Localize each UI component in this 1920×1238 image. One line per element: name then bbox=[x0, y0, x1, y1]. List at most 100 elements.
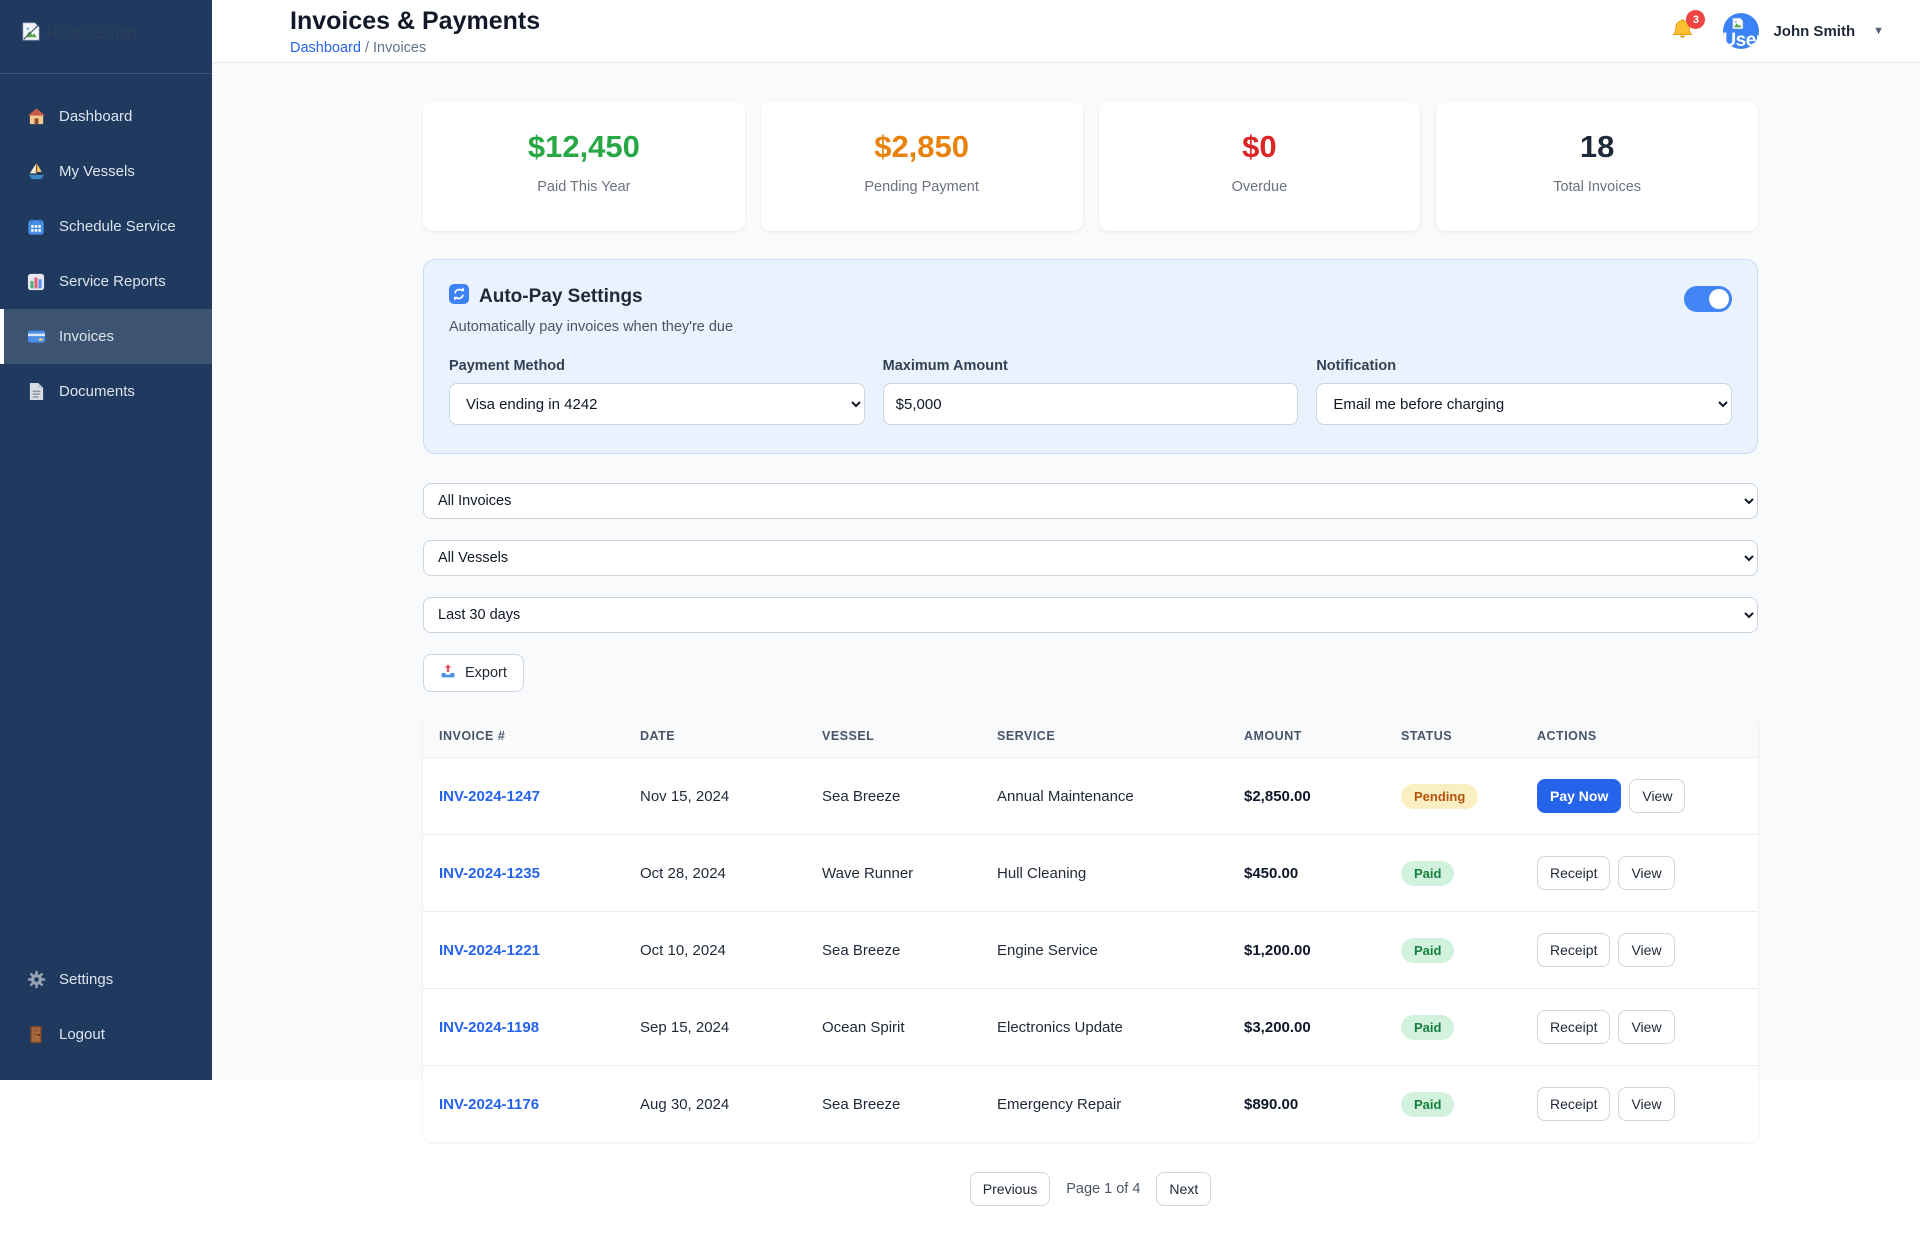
chevron-down-icon[interactable]: ▼ bbox=[1873, 25, 1884, 37]
sidebar-item-documents[interactable]: Documents bbox=[0, 364, 212, 419]
table-row: INV-2024-1235 Oct 28, 2024 Wave Runner H… bbox=[423, 834, 1758, 912]
payment-method-field: Payment Method Visa ending in 4242 bbox=[449, 358, 865, 425]
invoice-link[interactable]: INV-2024-1176 bbox=[439, 1095, 540, 1113]
stat-card-pending-payment: $2,850 Pending Payment bbox=[760, 102, 1083, 231]
sidebar-item-label: Logout bbox=[59, 1026, 105, 1043]
invoice-date: Aug 30, 2024 bbox=[624, 1065, 806, 1142]
date-range-filter-select[interactable]: Last 30 days bbox=[423, 597, 1758, 633]
vessel-filter-select[interactable]: All Vessels bbox=[423, 540, 1758, 576]
autopay-title: Auto-Pay Settings bbox=[479, 286, 643, 307]
column-header-service: SERVICE bbox=[981, 715, 1228, 758]
brand-logo: HarborSmith bbox=[0, 0, 212, 74]
receipt-button[interactable]: Receipt bbox=[1537, 856, 1611, 890]
previous-page-button[interactable]: Previous bbox=[969, 1172, 1051, 1206]
table-row: INV-2024-1176 Aug 30, 2024 Sea Breeze Em… bbox=[423, 1065, 1758, 1142]
house-icon bbox=[26, 107, 46, 127]
avatar[interactable]: User bbox=[1723, 13, 1760, 49]
invoice-table-card: INVOICE # DATE VESSEL SERVICE AMOUNT STA… bbox=[423, 715, 1758, 1142]
invoice-link[interactable]: INV-2024-1198 bbox=[439, 1018, 540, 1036]
next-page-button[interactable]: Next bbox=[1156, 1172, 1212, 1206]
stat-label: Overdue bbox=[1231, 179, 1288, 195]
sidebar-item-label: Dashboard bbox=[59, 108, 133, 125]
sailboat-icon bbox=[26, 162, 46, 182]
payment-method-label: Payment Method bbox=[449, 358, 566, 374]
topbar: Invoices & Payments Dashboard / Invoices bbox=[212, 0, 1920, 63]
export-button[interactable]: Export bbox=[423, 654, 524, 692]
sidebar-spacer bbox=[0, 419, 212, 952]
invoice-service: Emergency Repair bbox=[981, 1065, 1228, 1142]
invoice-date: Oct 28, 2024 bbox=[624, 834, 806, 912]
filters-section: All Invoices All Vessels Last 30 days bbox=[423, 483, 1758, 692]
sidebar-item-label: Schedule Service bbox=[59, 218, 176, 235]
column-header-vessel: VESSEL bbox=[806, 715, 981, 758]
receipt-button[interactable]: Receipt bbox=[1537, 1087, 1611, 1121]
table-header-row: INVOICE # DATE VESSEL SERVICE AMOUNT STA… bbox=[423, 715, 1758, 758]
toggle-knob bbox=[1709, 289, 1729, 309]
sidebar-item-service-reports[interactable]: Service Reports bbox=[0, 254, 212, 309]
stat-value: $0 bbox=[1242, 129, 1277, 164]
view-button[interactable]: View bbox=[1618, 933, 1675, 967]
breadcrumb-current: Invoices bbox=[373, 40, 427, 56]
invoice-link[interactable]: INV-2024-1221 bbox=[439, 941, 540, 959]
invoice-service: Hull Cleaning bbox=[981, 834, 1228, 912]
view-button[interactable]: View bbox=[1618, 1087, 1675, 1121]
invoice-amount: $2,850.00 bbox=[1228, 757, 1385, 835]
page-title: Invoices & Payments bbox=[290, 7, 541, 35]
topbar-left: Invoices & Payments Dashboard / Invoices bbox=[290, 4, 540, 58]
maximum-amount-field: Maximum Amount bbox=[882, 358, 1299, 425]
invoice-vessel: Sea Breeze bbox=[806, 757, 981, 835]
receipt-button[interactable]: Receipt bbox=[1537, 933, 1611, 967]
notification-select[interactable]: Email me before charging bbox=[1316, 383, 1732, 425]
column-header-status: STATUS bbox=[1385, 715, 1521, 758]
sidebar-item-schedule-service[interactable]: Schedule Service bbox=[0, 199, 212, 254]
user-name[interactable]: John Smith bbox=[1773, 22, 1856, 40]
table-row: INV-2024-1198 Sep 15, 2024 Ocean Spirit … bbox=[423, 988, 1758, 1066]
notification-label: Notification bbox=[1316, 358, 1397, 374]
gear-icon bbox=[26, 970, 46, 990]
table-row: INV-2024-1247 Nov 15, 2024 Sea Breeze An… bbox=[423, 757, 1758, 835]
breadcrumb-separator: / bbox=[364, 40, 369, 56]
invoice-service: Electronics Update bbox=[981, 988, 1228, 1066]
payment-method-select[interactable]: Visa ending in 4242 bbox=[449, 383, 865, 425]
status-badge: Paid bbox=[1401, 860, 1455, 886]
view-button[interactable]: View bbox=[1618, 1010, 1675, 1044]
invoice-vessel: Sea Breeze bbox=[806, 1065, 981, 1142]
invoice-date: Oct 10, 2024 bbox=[624, 911, 806, 989]
invoice-amount: $1,200.00 bbox=[1228, 911, 1385, 989]
page-info: Page 1 of 4 bbox=[1066, 1181, 1141, 1197]
stat-value: 18 bbox=[1579, 129, 1615, 164]
invoice-date: Sep 15, 2024 bbox=[624, 988, 806, 1066]
autopay-fields: Payment Method Visa ending in 4242 Maxim… bbox=[449, 358, 1732, 425]
sidebar-item-my-vessels[interactable]: My Vessels bbox=[0, 144, 212, 199]
main-area: Invoices & Payments Dashboard / Invoices bbox=[212, 0, 1920, 1206]
breadcrumb-dashboard-link[interactable]: Dashboard bbox=[290, 40, 361, 56]
invoice-date: Nov 15, 2024 bbox=[624, 757, 806, 835]
page-content: $12,450 Paid This Year $2,850 Pending Pa… bbox=[423, 63, 1758, 1238]
invoice-vessel: Ocean Spirit bbox=[806, 988, 981, 1066]
invoice-amount: $3,200.00 bbox=[1228, 988, 1385, 1066]
notifications-button[interactable]: 3 bbox=[1669, 10, 1706, 45]
sidebar-item-logout[interactable]: Logout bbox=[0, 1007, 212, 1062]
sidebar-item-invoices[interactable]: Invoices bbox=[0, 309, 212, 364]
pay-now-button[interactable]: Pay Now bbox=[1537, 779, 1622, 813]
maximum-amount-input[interactable] bbox=[882, 383, 1299, 425]
invoice-vessel: Wave Runner bbox=[806, 834, 981, 912]
column-header-date: DATE bbox=[624, 715, 806, 758]
credit-card-icon bbox=[26, 327, 46, 347]
status-badge: Pending bbox=[1401, 783, 1479, 809]
receipt-button[interactable]: Receipt bbox=[1537, 1010, 1611, 1044]
sidebar-item-label: Invoices bbox=[59, 328, 115, 345]
sidebar-item-settings[interactable]: Settings bbox=[0, 952, 212, 1007]
invoice-link[interactable]: INV-2024-1235 bbox=[439, 864, 540, 882]
stat-card-overdue: $0 Overdue bbox=[1098, 102, 1421, 231]
stats-row: $12,450 Paid This Year $2,850 Pending Pa… bbox=[423, 102, 1758, 231]
view-button[interactable]: View bbox=[1629, 779, 1686, 813]
sidebar-item-dashboard[interactable]: Dashboard bbox=[0, 89, 212, 144]
autopay-header-text: Auto-Pay Settings Automatically pay invo… bbox=[449, 284, 733, 335]
notification-field: Notification Email me before charging bbox=[1316, 358, 1732, 425]
autopay-toggle[interactable] bbox=[1684, 286, 1732, 312]
invoice-status-filter-select[interactable]: All Invoices bbox=[423, 483, 1758, 519]
invoice-link[interactable]: INV-2024-1247 bbox=[439, 787, 540, 805]
view-button[interactable]: View bbox=[1618, 856, 1675, 890]
invoice-service: Engine Service bbox=[981, 911, 1228, 989]
